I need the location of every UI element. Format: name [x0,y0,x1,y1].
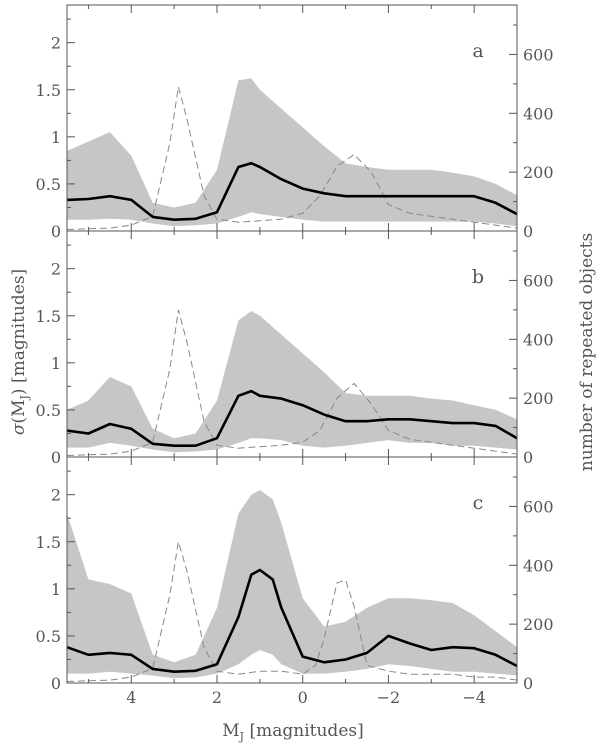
y-left-tick-label-c-0: 0 [51,674,61,693]
x-tick-label-0: 4 [126,688,136,707]
sigma-band-a [67,78,517,227]
y-left-tick-label-c-3: 1.5 [36,533,61,552]
count-line-c [66,541,518,682]
x-tick-label-1: 2 [212,688,222,707]
sigma-mean-line-c [66,568,518,673]
y-left-tick-label-c-2: 1 [51,580,61,599]
panels: 00.511.520200400600a00.511.520200400600b… [36,4,554,707]
panel-b: 0 0.5 1 1.5 2 0 200 400 600 b [36,230,554,467]
x-axis-label-sub: J [239,730,244,743]
panel-c: 0 0.5 1 1.5 2 0 200 400 600 c [36,456,554,693]
y-right-tick-label-b-1: 200 [523,389,554,408]
y-left-tick-label-b-2: 1 [51,354,61,373]
panel-label-c: c [473,492,484,514]
y-left-tick-label-c-4: 2 [51,486,61,505]
y-right-tick-label-a-2: 400 [523,104,554,123]
y-right-tick-label-c-0: 0 [523,674,533,693]
panel-label-b: b [472,266,484,288]
count-line-a [66,86,518,230]
panel-label-a: a [472,40,483,62]
panel-a: 0 0.5 1 1.5 2 0 200 400 600 a [36,4,554,241]
y-right-tick-label-a-0: 0 [523,222,533,241]
y-left-tick-label-a-1: 0.5 [36,175,61,194]
x-tick-label-4: −4 [462,688,486,707]
x-tick-label-2: 0 [298,688,308,707]
y-right-tick-label-c-2: 400 [523,556,554,575]
y-left-tick-label-b-4: 2 [51,260,61,279]
y-left-tick-label-b-1: 0.5 [36,401,61,420]
y-right-tick-label-c-1: 200 [523,615,554,634]
y-right-tick-label-b-0: 0 [523,448,533,467]
y-left-tick-label-a-4: 2 [51,34,61,53]
x-tick-label-3: −2 [377,688,401,707]
y-left-tick-label-c-1: 0.5 [36,627,61,646]
sigma-mean-line-b [66,389,518,447]
y-right-tick-label-b-3: 600 [523,271,554,290]
y-left-tick-label-a-2: 1 [51,128,61,147]
sigma-band-c [67,490,517,679]
y-left-tick-label-a-3: 1.5 [36,81,61,100]
panel-frame-c [66,456,518,684]
sigma-band-b [67,311,517,453]
sigma-mean-line-a [66,161,518,221]
y-left-tick-label-b-3: 1.5 [36,307,61,326]
y-right-tick-label-b-2: 400 [523,330,554,349]
y-axis-label-left: σ(MJ) [magnitudes] [9,269,31,435]
y-left-tick-label-a-0: 0 [51,222,61,241]
y-left-tick-label-b-0: 0 [51,448,61,467]
x-axis-label-mj: M [222,721,239,741]
y-axis-label-right: number of repeated objects [577,233,597,471]
x-axis-label: MJ [magnitudes] [222,721,363,743]
y-right-tick-label-c-3: 600 [523,497,554,516]
x-axis-label-unit: [magnitudes] [244,721,364,741]
y-right-tick-label-a-1: 200 [523,163,554,182]
y-right-tick-label-a-3: 600 [523,45,554,64]
